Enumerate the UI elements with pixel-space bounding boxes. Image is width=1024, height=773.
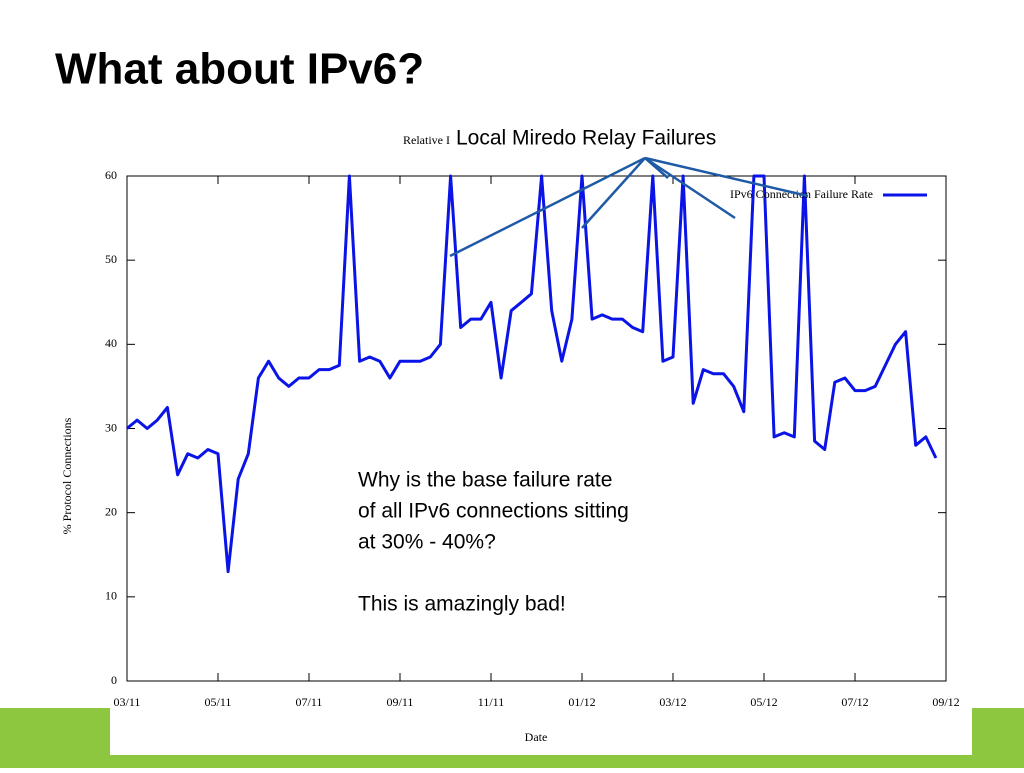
y-tick-label: 50 [105,252,117,266]
x-tick-label: 03/11 [114,695,141,709]
annotation-line: of all IPv6 connections sitting [358,500,629,523]
x-tick-label: 05/11 [205,695,232,709]
footer-cover [110,708,972,755]
arrows [449,156,809,258]
x-tick-label: 09/12 [932,695,959,709]
chart-title: Relative I [403,133,450,147]
slide-title: What about IPv6? [55,45,424,94]
x-tick-label: 05/12 [750,695,777,709]
x-tick-label: 07/11 [296,695,323,709]
x-tick-label: 07/12 [841,695,868,709]
text-box [340,462,775,600]
x-axis-label: Date [525,730,548,744]
y-axis-label: % Protocol Connections [60,417,74,534]
x-tick-label: 09/11 [387,695,414,709]
arrow [644,156,736,220]
y-tick-label: 10 [105,589,117,603]
x-tick-label: 11/11 [478,695,504,709]
x-tick-label: 01/12 [568,695,595,709]
y-tick-label: 40 [105,336,117,350]
data-line [126,174,938,574]
annotation-title: Local Miredo Relay Failures [456,127,716,150]
annotation-line: at 30% - 40%? [358,531,496,554]
annotation-line: This is amazingly bad! [358,593,566,616]
y-tick-label: 20 [105,504,117,518]
overlay: Why is the base failure rate of all IPv6 … [340,156,809,616]
annotation-line: Why is the base failure rate [358,469,612,492]
arrow [581,157,646,229]
y-tick-label: 0 [111,673,117,687]
arrow [449,156,646,258]
x-tick-label: 03/12 [659,695,686,709]
plot: 0 10 20 30 40 50 60 03/11 05/11 07/11 09/11 11/11 01… [105,168,960,709]
y-tick-label: 30 [105,420,117,434]
y-tick-label: 60 [105,168,117,182]
arrow [644,156,809,198]
